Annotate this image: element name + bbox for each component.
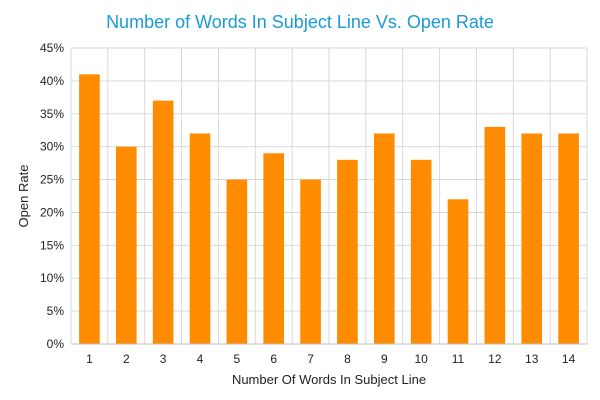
x-tick-label: 11 [452,352,465,366]
x-tick-label: 4 [197,352,204,366]
bar-4 [189,133,211,344]
y-axis-ticks: 0% 5% 10% 15% 20% 25% 30% 35% 40% 45% [40,41,64,351]
bars [79,74,579,345]
y-tick-label: 15% [40,238,64,252]
x-tick-label: 7 [307,352,314,366]
y-tick-label: 10% [40,271,64,285]
y-tick-label: 5% [47,304,65,318]
chart-title: Number of Words In Subject Line Vs. Open… [106,12,494,32]
x-tick-label: 13 [525,352,539,366]
bar-8 [337,159,358,344]
x-tick-label: 5 [234,352,241,366]
y-tick-label: 25% [40,173,64,187]
bar-5 [226,179,248,344]
x-tick-label: 6 [270,352,277,366]
bar-1 [79,74,100,345]
y-tick-label: 45% [40,41,64,55]
x-tick-label: 3 [160,352,167,366]
x-tick-label: 12 [488,352,502,366]
bar-12 [484,126,506,344]
bar-14 [558,133,579,344]
x-tick-label: 14 [562,352,576,366]
bar-10 [410,159,432,344]
gridlines [70,47,588,345]
x-axis-ticks: 1 2 3 4 5 6 7 8 9 10 11 12 13 14 [86,352,575,366]
bar-3 [152,100,174,344]
y-tick-label: 30% [40,140,64,154]
y-tick-label: 20% [40,205,64,219]
bar-11 [447,199,469,344]
x-tick-label: 10 [414,352,428,366]
x-tick-label: 8 [344,352,351,366]
y-tick-label: 40% [40,74,64,88]
bar-7 [300,179,321,344]
y-tick-label: 35% [40,107,64,121]
bar-6 [263,153,285,344]
y-tick-label: 0% [47,337,65,351]
y-axis-title: Open Rate [16,165,31,228]
bar-13 [521,133,543,344]
x-tick-label: 9 [381,352,388,366]
bar-9 [373,133,395,344]
x-tick-label: 1 [86,352,93,366]
x-axis-title: Number Of Words In Subject Line [232,372,426,387]
bar-2 [115,146,137,344]
x-tick-label: 2 [123,352,130,366]
